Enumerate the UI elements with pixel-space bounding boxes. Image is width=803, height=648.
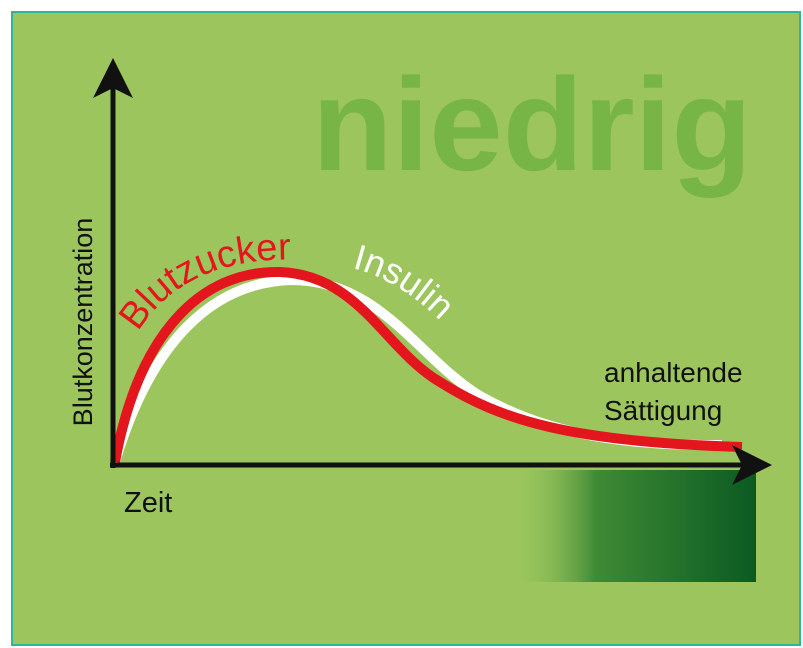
y-axis-label: Blutkonzentration	[68, 218, 98, 427]
annotation: Sättigung	[604, 395, 722, 426]
saturation-gradient	[510, 470, 756, 582]
x-axis-label: Zeit	[124, 487, 172, 519]
blutzucker-curve	[110, 266, 743, 463]
title: niedrig	[312, 51, 752, 198]
annotation: anhaltende	[604, 357, 743, 388]
